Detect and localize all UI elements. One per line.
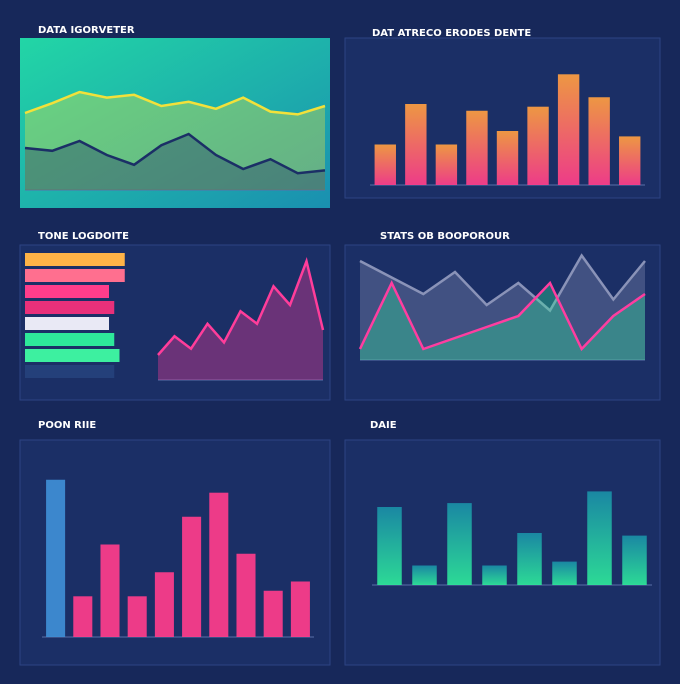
- bar: [127, 596, 147, 637]
- line: [359, 253, 646, 313]
- bar: [182, 516, 202, 637]
- line: [358, 280, 646, 352]
- bar: [466, 110, 488, 185]
- bar: [209, 492, 229, 637]
- bar: [25, 333, 115, 346]
- bar: [496, 131, 519, 185]
- bar: [25, 285, 109, 298]
- bar: [447, 503, 472, 585]
- bar: [527, 106, 549, 185]
- area: [158, 261, 323, 380]
- chart-title: POON RIIE: [38, 420, 96, 431]
- chart-title: TONE LOGDOITE: [38, 231, 129, 242]
- bar: [25, 365, 115, 378]
- chart-title: DATA IGORVETER: [38, 25, 135, 36]
- bar: [482, 565, 507, 585]
- bar: [25, 269, 125, 282]
- bar: [517, 533, 542, 585]
- bar: [236, 553, 256, 637]
- bar: [557, 74, 580, 185]
- bar: [100, 544, 120, 637]
- bar: [588, 97, 610, 185]
- bar: [619, 136, 641, 185]
- bar: [377, 507, 402, 585]
- area: [25, 134, 325, 190]
- chart-title: DAIE: [370, 420, 397, 431]
- bar: [25, 253, 125, 266]
- bar: [405, 104, 427, 185]
- bar: [25, 317, 109, 330]
- bar: [412, 565, 437, 585]
- bar: [290, 581, 310, 637]
- bar: [73, 596, 93, 637]
- bar: [25, 301, 115, 314]
- bar: [154, 572, 174, 637]
- panel: [20, 38, 330, 208]
- bar: [552, 561, 577, 585]
- line: [24, 132, 326, 175]
- bar: [374, 144, 396, 185]
- bar: [587, 491, 612, 585]
- bar: [46, 479, 66, 637]
- line: [24, 90, 326, 116]
- bar: [263, 590, 283, 637]
- bar: [435, 144, 458, 185]
- bar: [25, 349, 120, 362]
- chart-title: DAT ATRECO ERODES DENTE: [372, 28, 531, 39]
- panel: [19, 439, 331, 666]
- line: [157, 257, 325, 356]
- bar: [622, 535, 647, 585]
- chart-title: STATS OB BOOPOROUR: [380, 231, 510, 242]
